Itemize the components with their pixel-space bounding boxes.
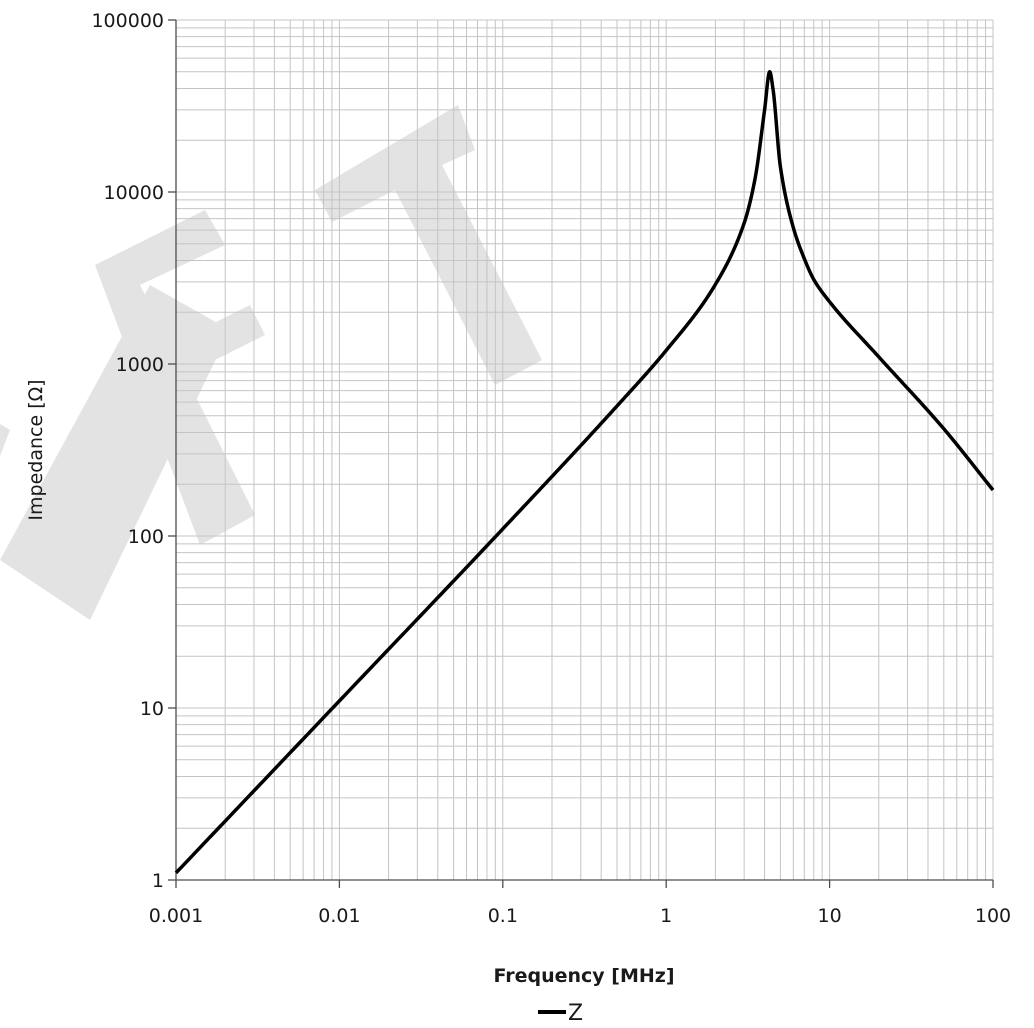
x-tick-label: 100: [975, 905, 1011, 927]
x-axis-title: Frequency [MHz]: [493, 965, 674, 987]
y-tick-label: 100: [128, 526, 164, 548]
x-tick-labels: 0.001 0.01 0.1 1 10 100: [149, 905, 1011, 927]
y-tick-label: 10000: [104, 182, 164, 204]
series-line-z: [174, 70, 995, 875]
draft-watermark: [0, 105, 542, 620]
watermark-letter-d: [0, 424, 10, 456]
y-tick-label: 100000: [91, 10, 164, 32]
watermark-letter-t: [315, 105, 542, 385]
watermark-letter-f: [95, 210, 265, 545]
y-tick-label: 10: [140, 698, 164, 720]
series-layer: [174, 70, 995, 875]
y-axis-title: Impedance [Ω]: [25, 379, 47, 520]
x-tick-label: 1: [660, 905, 672, 927]
y-tick-label: 1000: [116, 354, 164, 376]
plot-axes: [168, 19, 994, 888]
x-tick-label: 0.001: [149, 905, 203, 927]
plot-grid: [175, 19, 994, 881]
legend: Z: [538, 1001, 583, 1026]
y-tick-labels: 1 10 100 1000 10000 100000: [91, 10, 164, 892]
x-tick-label: 10: [818, 905, 842, 927]
x-tick-label: 0.1: [488, 905, 518, 927]
x-tick-label: 0.01: [318, 905, 360, 927]
y-tick-label: 1: [152, 870, 164, 892]
legend-label-z: Z: [568, 1001, 583, 1026]
